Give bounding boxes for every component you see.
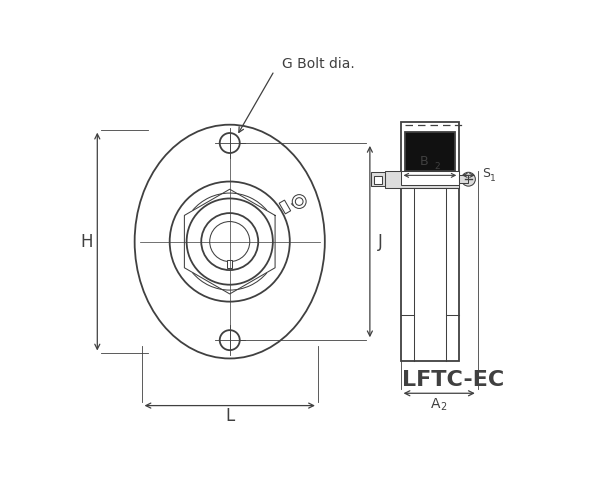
Text: LFTC-EC: LFTC-EC — [402, 370, 504, 390]
Bar — [401, 171, 459, 185]
Text: 1: 1 — [490, 174, 496, 183]
Bar — [228, 260, 232, 268]
Text: 2: 2 — [441, 402, 447, 412]
Text: B: B — [420, 155, 428, 168]
Circle shape — [462, 172, 475, 186]
Bar — [401, 122, 459, 361]
Bar — [374, 176, 382, 184]
Bar — [279, 200, 290, 214]
Text: 2: 2 — [435, 162, 440, 171]
Text: A: A — [431, 397, 441, 411]
Bar — [386, 171, 459, 188]
Text: H: H — [80, 233, 93, 251]
Bar — [459, 175, 469, 183]
Text: S: S — [482, 167, 490, 180]
Bar — [371, 172, 386, 186]
Text: G Bolt dia.: G Bolt dia. — [282, 57, 355, 71]
Text: J: J — [378, 233, 383, 251]
Text: L: L — [225, 407, 235, 425]
Bar — [405, 132, 455, 171]
